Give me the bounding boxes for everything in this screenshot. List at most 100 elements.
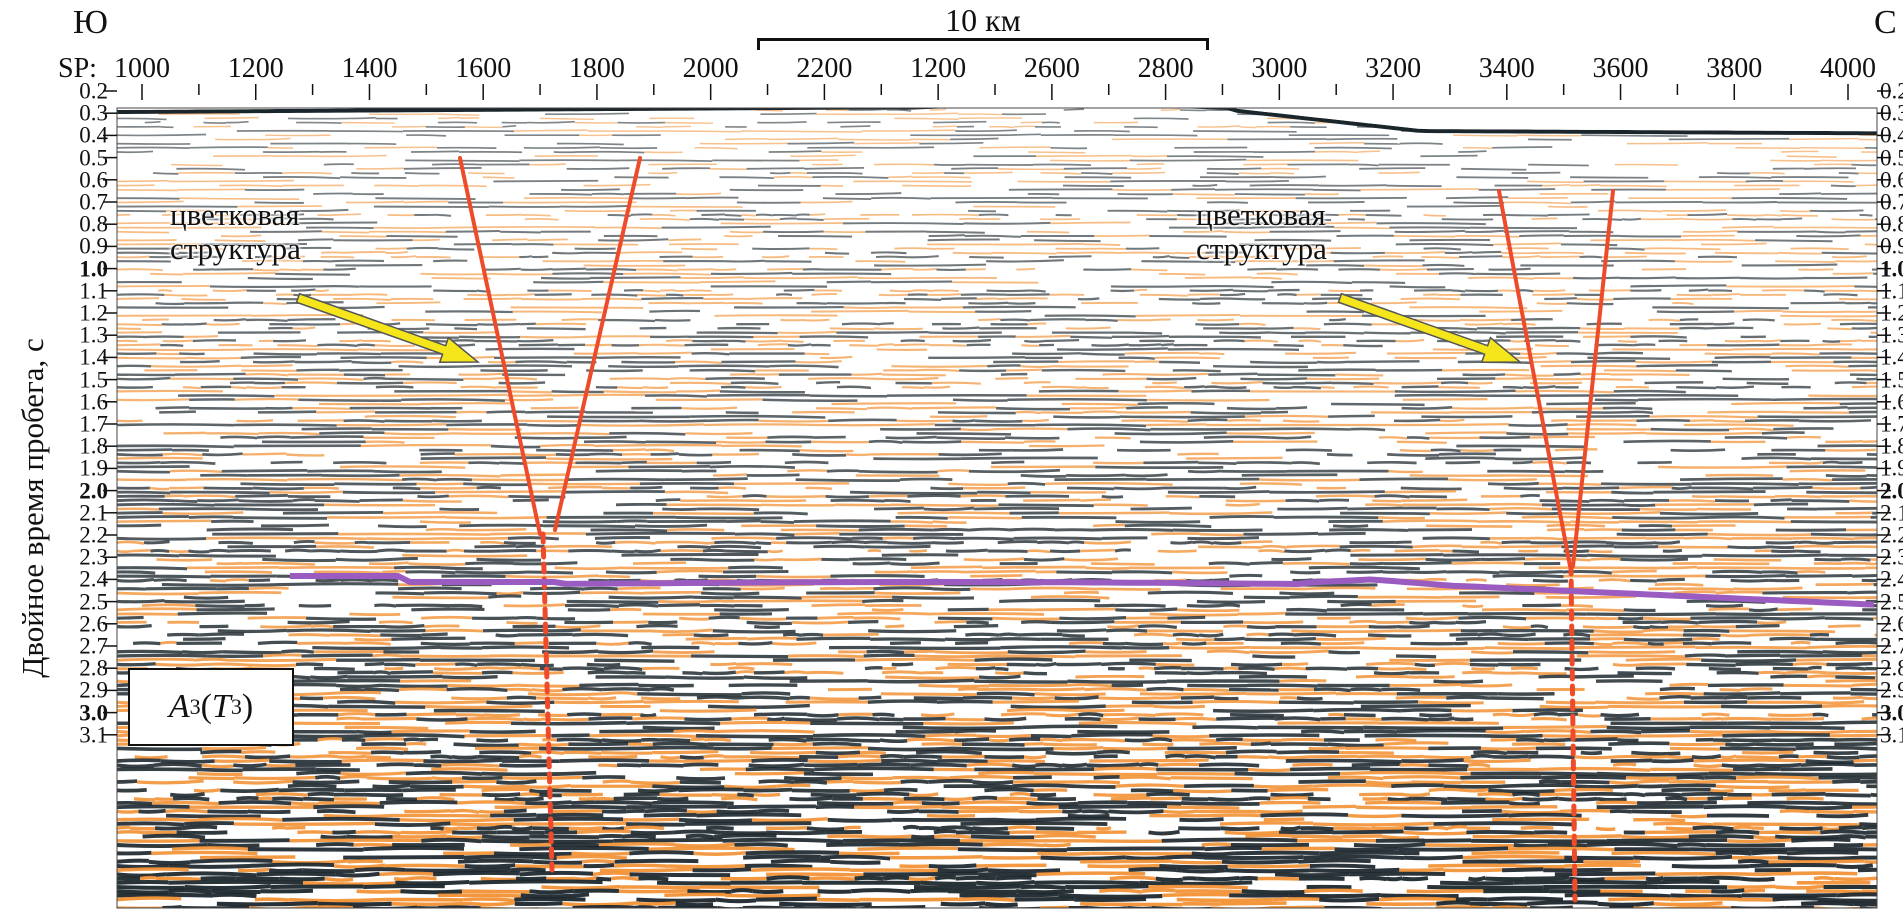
y-tick-label-left: 2.2 [79, 522, 108, 548]
annotation-line: структура [1196, 231, 1327, 267]
y-tick-label-left: 2.4 [79, 566, 108, 592]
y-tick-label-right: 0.4 [1880, 122, 1903, 148]
y-tick-label-left: 0.6 [79, 167, 108, 193]
sp-tick-label: 3400 [1478, 53, 1535, 84]
y-tick-label-right: 2.1 [1880, 500, 1903, 526]
fault-line [458, 156, 542, 536]
y-tick-label-left: 3.1 [79, 722, 108, 748]
y-tick-label-left: 2.7 [79, 633, 108, 659]
y-tick-label-left: 0.8 [79, 211, 108, 237]
y-tick-label-right: 2.7 [1880, 633, 1903, 659]
y-tick-label-right: 2.6 [1880, 611, 1903, 637]
fault-line [1497, 189, 1572, 568]
annotation-line: цветковая [1196, 197, 1326, 232]
sp-tick-label: 3200 [1365, 53, 1422, 84]
y-axis-title-text: Двойное время пробега, с [15, 338, 51, 678]
horizon-letter: A [168, 688, 190, 725]
y-axis-title: Двойное время пробега, с [8, 108, 58, 908]
y-tick-label-right: 2.0 [1880, 478, 1903, 504]
y-tick-label-right: 0.5 [1880, 145, 1903, 171]
y-tick-label-right: 2.3 [1880, 544, 1903, 570]
y-tick-label-right: 2.9 [1880, 677, 1903, 703]
y-tick-label-left: 0.5 [79, 145, 108, 171]
fault-line [1571, 189, 1615, 568]
scale-bar-label: 10 км [945, 2, 1021, 38]
y-tick-label-right: 0.8 [1880, 211, 1903, 237]
y-tick-label-left: 0.3 [79, 100, 108, 126]
sp-axis-prefix: SP: [58, 53, 97, 84]
y-tick-label-left: 2.6 [79, 611, 108, 637]
annotation-flower-structure-right: цветковая структура [1196, 197, 1327, 267]
sp-tick-label: 3000 [1251, 53, 1308, 84]
fault-line [553, 156, 642, 532]
sp-tick-label: 1200 [910, 53, 967, 84]
seafloor-reflector [117, 108, 1877, 136]
y-tick-label-left: 1.3 [79, 322, 108, 348]
y-tick-label-right: 1.7 [1880, 411, 1903, 437]
y-tick-label-left: 2.5 [79, 589, 108, 615]
y-tick-label-right: 0.7 [1880, 189, 1903, 215]
annotation-arrows [295, 292, 1523, 363]
sp-tick-label: 4000 [1820, 53, 1876, 84]
fault-line-inferred [540, 531, 555, 873]
sp-tick-label: 1400 [341, 53, 398, 84]
y-tick-label-left: 1.1 [79, 278, 108, 304]
y-tick-label-left: 1.0 [79, 256, 108, 282]
direction-south-label: Ю [73, 4, 108, 41]
sp-tick-label: 3800 [1706, 53, 1763, 84]
sp-tick-label: 1600 [455, 53, 512, 84]
yellow-arrow-icon [1337, 292, 1523, 363]
y-tick-label-left: 0.7 [79, 189, 108, 215]
y-tick-label-left: 2.1 [79, 500, 108, 526]
horizon-sub1: 3 [189, 694, 201, 719]
y-tick-label-left: 1.8 [79, 433, 108, 459]
y-tick-label-left: 1.4 [79, 344, 108, 370]
yellow-arrow-icon [295, 292, 481, 363]
y-tick-label-left: 2.3 [79, 544, 108, 570]
annotation-flower-structure-left: цветковая структура [170, 197, 301, 267]
y-tick-label-right: 1.4 [1880, 344, 1903, 370]
annotation-line: цветковая [170, 197, 300, 232]
y-tick-label-left: 0.2 [79, 78, 108, 104]
y-tick-label-right: 0.9 [1880, 233, 1903, 259]
sp-tick-label: 1000 [114, 53, 170, 84]
sp-tick-label: 2000 [682, 53, 739, 84]
y-tick-label-right: 3.1 [1880, 722, 1903, 748]
y-tick-label-left: 2.0 [79, 478, 108, 504]
direction-north-label: С [1874, 4, 1897, 41]
y-tick-label-left: 0.9 [79, 233, 108, 259]
y-tick-label-right: 0.3 [1880, 100, 1903, 126]
y-tick-label-right: 1.9 [1880, 455, 1903, 481]
fault-layer [458, 156, 1615, 903]
y-tick-label-right: 1.8 [1880, 433, 1903, 459]
y-tick-label-left: 1.6 [79, 389, 108, 415]
horizon-a3-line [290, 573, 1875, 608]
y-tick-label-left: 0.4 [79, 122, 108, 148]
fault-line-inferred [1568, 563, 1578, 903]
y-tick-label-right: 2.2 [1880, 522, 1903, 548]
sp-tick-label: 1200 [227, 53, 284, 84]
y-tick-label-right: 0.6 [1880, 167, 1903, 193]
scale-bar [757, 22, 1209, 50]
y-tick-label-right: 1.3 [1880, 322, 1903, 348]
y-tick-label-left: 1.2 [79, 300, 108, 326]
y-tick-label-left: 2.9 [79, 677, 108, 703]
sp-tick-label: 1800 [568, 53, 625, 84]
annotation-line: структура [170, 231, 301, 267]
sp-tick-label: 3600 [1592, 53, 1649, 84]
y-tick-label-right: 1.0 [1880, 256, 1903, 282]
section-frame [116, 107, 1878, 909]
y-tick-label-right: 1.6 [1880, 389, 1903, 415]
y-tick-label-right: 1.5 [1880, 367, 1903, 393]
horizon-sub2: 3 [230, 694, 242, 719]
sp-tick-label: 2800 [1137, 53, 1194, 84]
sp-tick-label: 2200 [796, 53, 853, 84]
reflector-layer [117, 108, 1877, 908]
y-tick-label-right: 2.4 [1880, 566, 1903, 592]
y-tick-label-right: 0.2 [1880, 78, 1903, 104]
y-tick-label-left: 1.9 [79, 455, 108, 481]
y-tick-marks [103, 90, 1891, 736]
y-tick-label-left: 3.0 [79, 700, 108, 726]
y-tick-label-right: 2.8 [1880, 655, 1903, 681]
sp-tick-label: 2600 [1023, 53, 1080, 84]
